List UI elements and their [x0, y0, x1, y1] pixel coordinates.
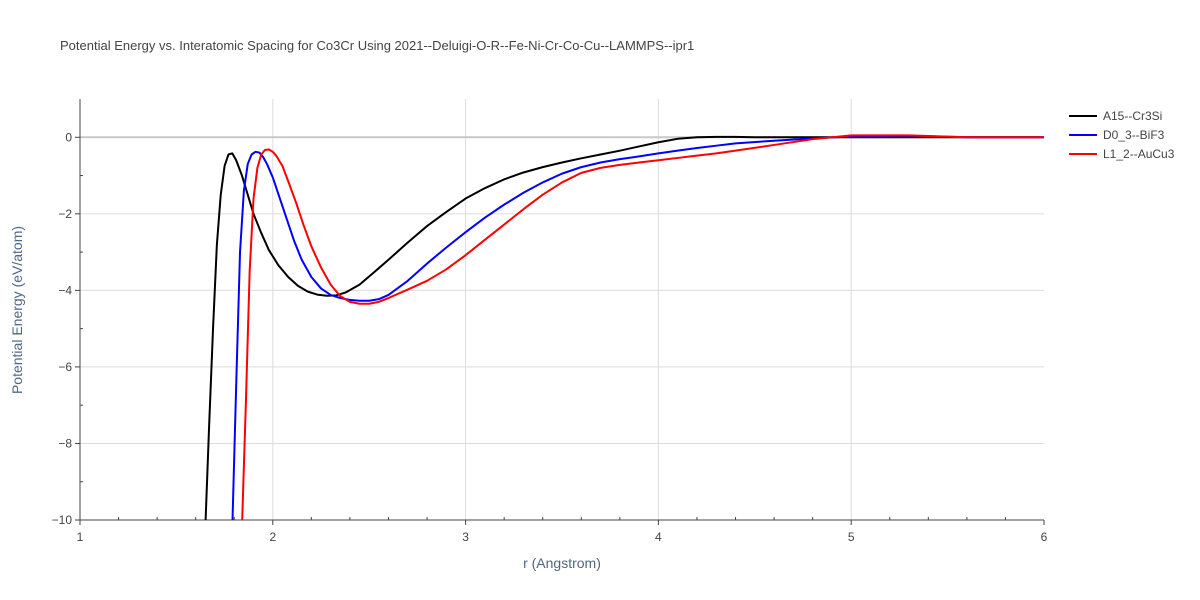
series-line-1 [204, 135, 1044, 520]
y-tick-label: −10 [52, 513, 73, 527]
x-tick-label: 4 [655, 530, 662, 544]
y-tick-labels: 0 −2 −4 −6 −8 −10 [52, 130, 73, 527]
x-tick-label: 1 [77, 530, 84, 544]
x-tick-label: 3 [462, 530, 469, 544]
y-tick-label: −6 [58, 360, 72, 374]
x-tick-label: 6 [1041, 530, 1048, 544]
legend-label: L1_2--AuCu3 [1103, 147, 1175, 161]
chart-title: Potential Energy vs. Interatomic Spacing… [60, 38, 694, 53]
x-tick-label: 2 [269, 530, 276, 544]
x-tick-label: 5 [848, 530, 855, 544]
x-tick-labels: 1 2 3 4 5 6 [77, 530, 1048, 544]
y-tick-label: −2 [58, 207, 72, 221]
y-axis-title: Potential Energy (eV/atom) [9, 226, 25, 394]
series-line-2 [231, 134, 1044, 520]
legend: A15--Cr3Si D0_3--BiF3 L1_2--AuCu3 [1069, 109, 1175, 161]
grid-lines [80, 99, 1044, 520]
y-tick-label: 0 [65, 130, 72, 144]
legend-label: A15--Cr3Si [1103, 109, 1162, 123]
legend-item[interactable]: D0_3--BiF3 [1069, 128, 1165, 142]
legend-label: D0_3--BiF3 [1103, 128, 1165, 142]
series-lines [204, 134, 1044, 520]
legend-item[interactable]: A15--Cr3Si [1069, 109, 1162, 123]
y-tick-label: −8 [58, 436, 72, 450]
axes [75, 99, 1045, 525]
series-line-3 [241, 134, 1044, 520]
x-axis-title: r (Angstrom) [523, 555, 601, 571]
y-tick-label: −4 [58, 283, 72, 297]
legend-item[interactable]: L1_2--AuCu3 [1069, 147, 1175, 161]
